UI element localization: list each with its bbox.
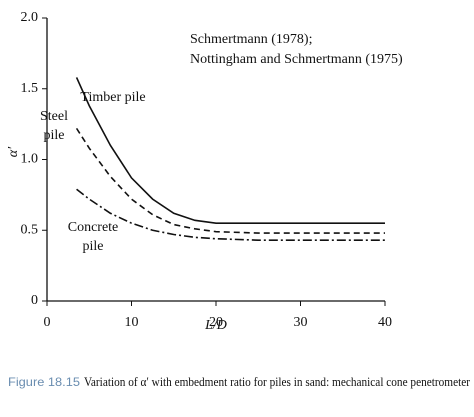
series-line [75,127,385,234]
x-tick-label: 40 [378,315,392,330]
y-axis-label: α′ [6,146,21,157]
x-tick-label: 10 [125,315,139,330]
annotation: Schmertmann (1978); [190,32,312,47]
y-tick-label: 0.5 [21,222,39,237]
series-line [76,188,385,241]
x-tick-label: 30 [294,315,308,330]
y-tick-label: 1.5 [21,81,39,96]
x-axis-label: L/D [204,318,227,333]
series-label: Steel pile [40,109,68,143]
y-tick-label: 0 [31,293,38,308]
series-label: Timber pile [80,90,146,105]
series-line [75,77,385,224]
y-tick-label: 1.0 [21,152,39,167]
annotation: Nottingham and Schmertmann (1975) [190,52,403,67]
x-tick-label: 20 [209,315,223,330]
x-tick-label: 0 [44,315,51,330]
caption-number: Figure 18.15 [8,375,80,389]
y-tick-label: 2.0 [21,10,39,25]
series-label: Concrete pile [67,220,119,254]
caption: Variation of α′ with embedment ratio for… [84,374,471,389]
